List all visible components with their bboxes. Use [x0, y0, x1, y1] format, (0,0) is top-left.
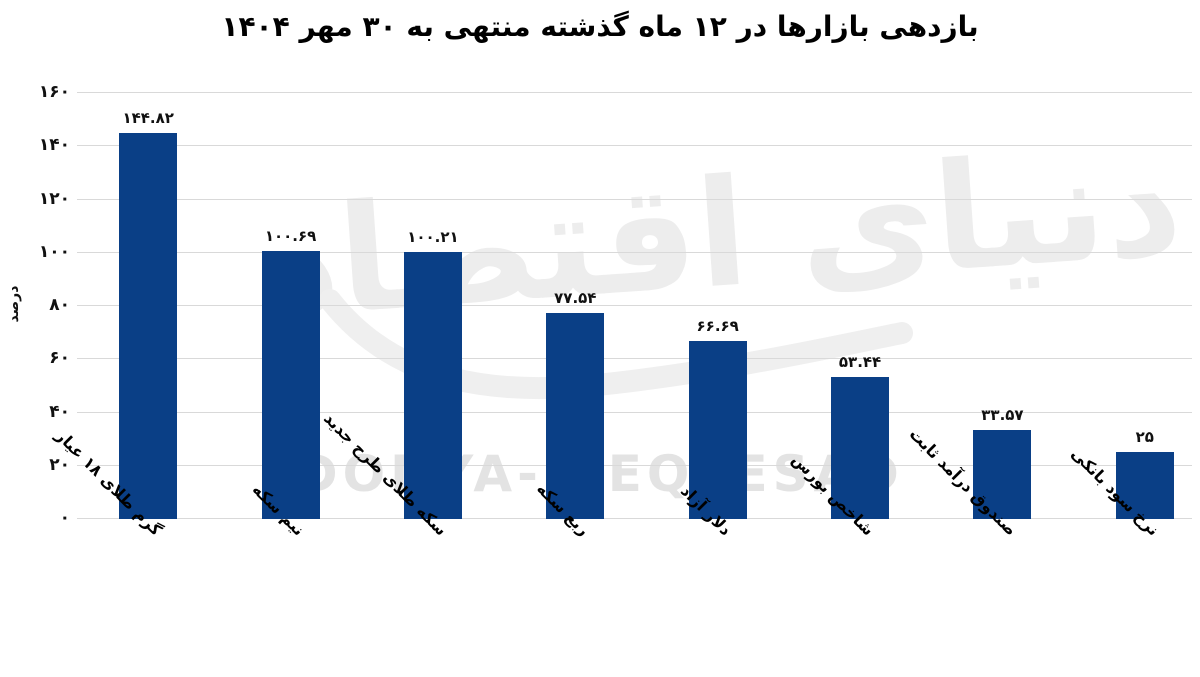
bar — [1115, 452, 1174, 519]
bar-column: ۲۵ — [1074, 93, 1200, 519]
bar-value-label: ۷۷.۵۴ — [554, 288, 597, 307]
y-tick-label: ۱۶۰ — [38, 82, 70, 102]
gridlines-layer — [77, 92, 1192, 519]
bars-layer: ۱۴۴.۸۲ ۱۰۰.۶۹ ۱۰۰.۲۱ ۷۷.۵۴ ۶۶.۶۹ ۵۳.۴۴ ۳۳.۵۷ ۲۵ — [77, 93, 1200, 519]
x-category-cell: گرم طلای ۱۸ عیار — [52, 426, 219, 677]
gridline — [77, 251, 1192, 253]
bar-value-label: ۶۶.۶۹ — [696, 317, 739, 336]
y-tick-label: ۴۰ — [49, 401, 70, 422]
bar-column: ۵۳.۴۴ — [789, 93, 931, 519]
x-category-cell: دلار آزاد — [647, 481, 789, 677]
y-tick-label: ۱۲۰ — [38, 188, 70, 209]
bar-value-label: ۱۰۰.۲۱ — [407, 228, 459, 247]
bar — [831, 376, 890, 519]
bar-column: ۳۳.۵۷ — [931, 93, 1073, 519]
gridline — [77, 305, 1192, 306]
chart-title: بازدهی بازارها در ۱۲ ماه گذشته منتهی به … — [221, 10, 979, 43]
gridline — [77, 411, 1192, 413]
bar — [688, 341, 747, 519]
y-tick-label: ۲۰ — [49, 454, 70, 475]
gridline — [77, 92, 1192, 93]
x-category-cell: نیم سکه — [219, 480, 361, 677]
x-category-cell: سکه طلای طرح جدید — [320, 409, 504, 677]
y-tick-label: ۶۰ — [49, 348, 70, 369]
gridline — [77, 358, 1192, 360]
bar-column: ۶۶.۶۹ — [647, 93, 789, 519]
x-category-labels: گرم طلای ۱۸ عیار نیم سکه سکه طلای طرح جدید… — [52, 409, 1200, 677]
bar-column: ۱۰۰.۲۱ — [362, 93, 504, 519]
y-tick-label: ۸۰ — [49, 295, 70, 315]
gridline — [77, 518, 1192, 519]
bar-value-label: ۳۳.۵۷ — [981, 405, 1024, 424]
x-category-cell: شاخص بورس — [788, 450, 931, 677]
bar-value-label: ۲۵ — [1135, 428, 1154, 447]
bar-value-label: ۱۰۰.۶۹ — [264, 226, 317, 245]
gridline — [77, 464, 1192, 466]
bar-value-label: ۵۳.۴۴ — [838, 352, 882, 371]
gridline — [77, 198, 1192, 200]
bar-column: ۱۴۴.۸۲ — [77, 93, 219, 519]
bar — [261, 250, 320, 519]
bar-value-label: ۱۴۴.۸۲ — [122, 109, 174, 128]
bar — [546, 312, 605, 519]
x-category-cell: نرخ سود بانکی — [1067, 444, 1200, 677]
x-category-cell: ربع سکه — [504, 479, 646, 677]
y-tick-label: ۱۰۰ — [38, 241, 70, 262]
bar — [973, 429, 1032, 519]
bar-column: ۱۰۰.۶۹ — [219, 93, 361, 519]
y-tick-label: ۰ — [59, 508, 70, 528]
bar-column: ۷۷.۵۴ — [504, 93, 646, 519]
x-category-cell: صندوق درآمد ثابت — [905, 424, 1073, 677]
y-tick-label: ۱۴۰ — [38, 135, 70, 156]
bar — [403, 252, 462, 519]
bar — [119, 133, 178, 519]
gridline — [77, 145, 1192, 147]
